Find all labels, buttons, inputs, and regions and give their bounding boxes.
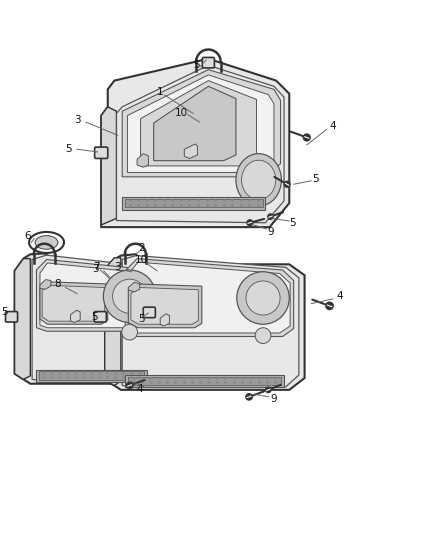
FancyBboxPatch shape — [202, 58, 214, 68]
Circle shape — [255, 328, 271, 343]
Text: 7: 7 — [93, 262, 99, 271]
Polygon shape — [160, 314, 170, 326]
Polygon shape — [141, 80, 257, 166]
Polygon shape — [101, 107, 117, 225]
Ellipse shape — [29, 232, 64, 253]
Text: 5: 5 — [290, 218, 296, 228]
Polygon shape — [128, 262, 290, 333]
Polygon shape — [105, 254, 304, 390]
Circle shape — [237, 272, 289, 324]
Polygon shape — [14, 253, 162, 384]
FancyBboxPatch shape — [94, 312, 106, 322]
Ellipse shape — [242, 160, 276, 199]
Circle shape — [265, 387, 271, 392]
Polygon shape — [184, 144, 198, 158]
Polygon shape — [39, 372, 144, 380]
Polygon shape — [101, 59, 289, 227]
Circle shape — [304, 134, 310, 141]
Circle shape — [246, 394, 252, 400]
Polygon shape — [131, 287, 198, 324]
Polygon shape — [137, 154, 148, 167]
Text: 4: 4 — [136, 384, 143, 394]
Polygon shape — [122, 255, 299, 387]
Circle shape — [122, 324, 138, 340]
Polygon shape — [71, 310, 80, 322]
Polygon shape — [125, 259, 293, 336]
Text: 10: 10 — [135, 255, 148, 265]
Text: 5: 5 — [1, 308, 7, 318]
Text: 8: 8 — [54, 279, 61, 289]
Text: 3: 3 — [114, 262, 121, 271]
Polygon shape — [125, 199, 263, 207]
FancyBboxPatch shape — [6, 312, 18, 322]
Polygon shape — [128, 377, 281, 385]
Polygon shape — [40, 282, 108, 324]
Circle shape — [246, 281, 280, 315]
Text: 9: 9 — [268, 227, 274, 237]
Text: 1: 1 — [157, 86, 163, 96]
Text: 5: 5 — [312, 174, 319, 184]
Text: 10: 10 — [175, 108, 188, 118]
Text: 5: 5 — [65, 144, 72, 154]
Polygon shape — [36, 260, 153, 331]
Text: 3: 3 — [74, 115, 81, 125]
Polygon shape — [125, 375, 284, 387]
Polygon shape — [154, 86, 236, 160]
Polygon shape — [42, 285, 105, 321]
Circle shape — [268, 214, 273, 220]
Text: 5: 5 — [92, 312, 98, 322]
Circle shape — [103, 270, 156, 322]
Text: 4: 4 — [330, 120, 336, 131]
FancyBboxPatch shape — [143, 307, 155, 318]
Polygon shape — [14, 259, 30, 379]
FancyBboxPatch shape — [95, 147, 108, 158]
Circle shape — [113, 279, 147, 313]
Circle shape — [247, 220, 253, 225]
Circle shape — [284, 181, 290, 187]
Polygon shape — [117, 66, 284, 223]
Text: 9: 9 — [271, 394, 277, 405]
Text: 6: 6 — [25, 231, 31, 241]
Polygon shape — [32, 255, 157, 382]
Text: 4: 4 — [336, 291, 343, 301]
Polygon shape — [36, 370, 147, 382]
Polygon shape — [122, 70, 280, 177]
Ellipse shape — [35, 236, 58, 249]
Polygon shape — [40, 263, 149, 328]
Polygon shape — [128, 284, 202, 328]
Polygon shape — [40, 280, 51, 289]
Polygon shape — [127, 75, 274, 173]
Polygon shape — [122, 197, 265, 209]
Polygon shape — [105, 258, 121, 385]
Text: 2: 2 — [138, 243, 145, 253]
Ellipse shape — [236, 154, 281, 206]
Circle shape — [127, 382, 133, 389]
Text: 3: 3 — [93, 264, 99, 273]
Text: 5: 5 — [138, 314, 145, 324]
Polygon shape — [128, 282, 140, 292]
Circle shape — [326, 302, 333, 310]
Text: 5: 5 — [193, 60, 200, 70]
